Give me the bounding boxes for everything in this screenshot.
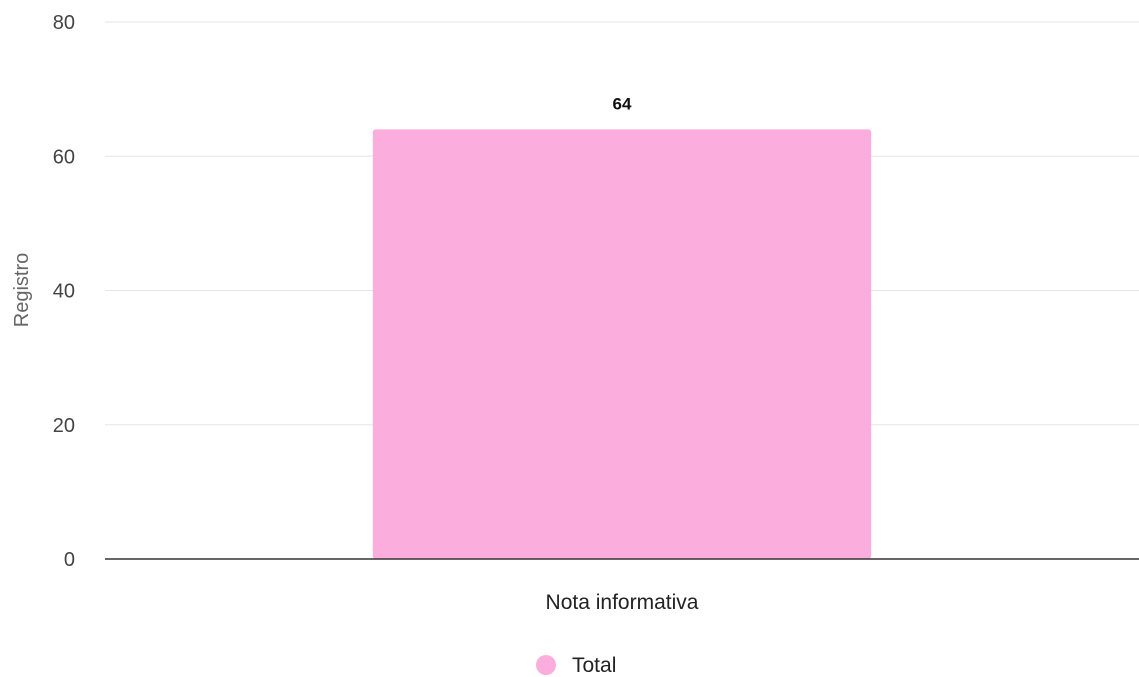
bars bbox=[372, 129, 872, 559]
data-label: 64 bbox=[613, 94, 632, 113]
y-axis-ticks: 0 20 40 60 80 bbox=[53, 12, 75, 571]
bar bbox=[372, 129, 872, 559]
y-tick-label: 40 bbox=[53, 281, 75, 303]
legend-label: Total bbox=[572, 654, 616, 677]
y-axis-title: Registro bbox=[11, 253, 33, 327]
y-tick-label: 60 bbox=[53, 146, 75, 168]
y-tick-label: 20 bbox=[53, 415, 75, 437]
legend: Total bbox=[536, 654, 616, 677]
y-tick-label: 0 bbox=[64, 549, 75, 571]
x-category-label: Nota informativa bbox=[546, 591, 699, 614]
y-tick-label: 80 bbox=[53, 12, 75, 34]
x-axis-ticks: Nota informativa bbox=[546, 591, 699, 614]
data-labels: 64 bbox=[613, 94, 632, 113]
legend-swatch bbox=[536, 655, 556, 675]
